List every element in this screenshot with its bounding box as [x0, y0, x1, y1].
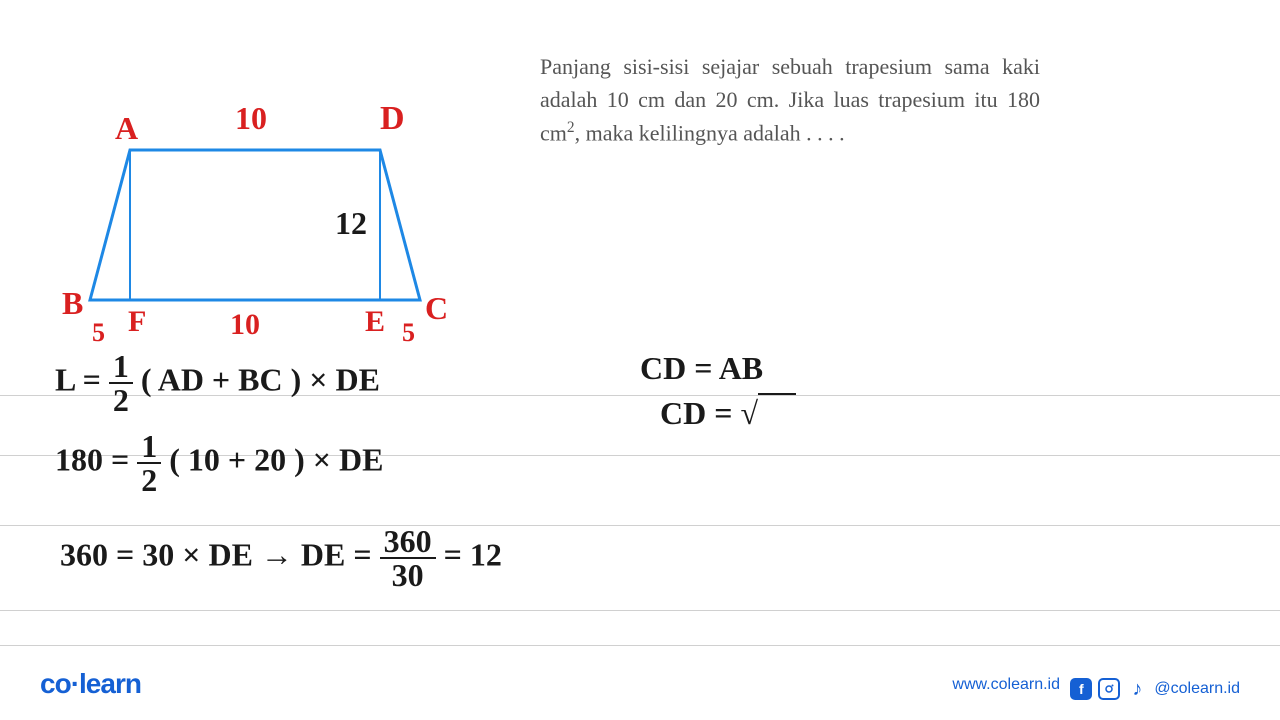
ruled-line — [0, 645, 1280, 646]
problem-statement: Panjang sisi-sisi sejajar sebuah trapesi… — [540, 50, 1040, 149]
work-side-2: CD = √ — [660, 395, 796, 432]
work-line-3: 360 = 30 × DE → DE = 36030 = 12 — [60, 525, 502, 591]
footer-socials: f ♪ @colearn.id — [1070, 678, 1240, 700]
tiktok-icon[interactable]: ♪ — [1126, 678, 1148, 700]
edge-top: 10 — [235, 100, 267, 137]
trapezoid-diagram: A D B C F E 10 12 5 10 5 — [40, 60, 440, 340]
work-side-1: CD = AB — [640, 350, 763, 387]
edge-br: 5 — [402, 318, 415, 348]
work-line-1: L = 12 ( AD + BC ) × DE — [55, 350, 380, 416]
edge-bl: 5 — [92, 318, 105, 348]
instagram-icon[interactable] — [1098, 678, 1120, 700]
trapezoid-shape — [90, 150, 420, 300]
facebook-icon[interactable]: f — [1070, 678, 1092, 700]
footer-url[interactable]: www.colearn.id — [952, 676, 1060, 694]
logo-left: co — [40, 668, 71, 699]
vertex-C: C — [425, 290, 448, 327]
vertex-B: B — [62, 285, 83, 322]
logo-dot: · — [71, 668, 79, 699]
vertex-D: D — [380, 100, 405, 138]
ruled-line — [0, 610, 1280, 611]
logo-right: learn — [79, 668, 141, 699]
footer-handle[interactable]: @colearn.id — [1154, 680, 1240, 698]
vertex-A: A — [115, 110, 138, 147]
footer: co·learn www.colearn.id f ♪ @colearn.id — [0, 660, 1280, 700]
brand-logo: co·learn — [40, 668, 141, 700]
edge-bm: 10 — [230, 308, 260, 342]
work-line-2: 180 = 12 ( 10 + 20 ) × DE — [55, 430, 383, 496]
edge-height: 12 — [335, 205, 367, 242]
vertex-E: E — [365, 305, 385, 339]
vertex-F: F — [128, 305, 146, 339]
